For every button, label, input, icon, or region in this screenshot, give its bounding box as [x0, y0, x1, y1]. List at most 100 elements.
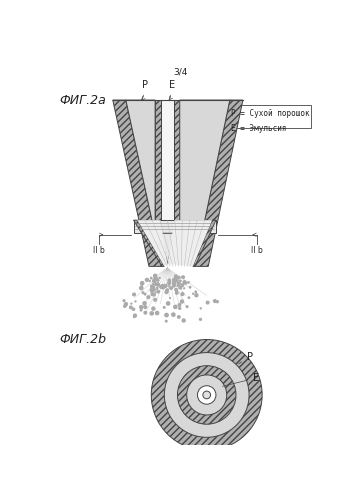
Text: P = Сухой порошок
E = Эмульсия: P = Сухой порошок E = Эмульсия — [231, 108, 310, 133]
Text: ФИГ.2а: ФИГ.2а — [59, 94, 106, 107]
Circle shape — [185, 282, 187, 284]
Circle shape — [162, 286, 164, 289]
Polygon shape — [126, 100, 162, 266]
Circle shape — [133, 314, 136, 317]
Circle shape — [173, 279, 174, 280]
Circle shape — [184, 288, 185, 289]
Circle shape — [150, 289, 154, 292]
Circle shape — [175, 288, 177, 291]
Polygon shape — [174, 100, 180, 220]
Circle shape — [156, 283, 159, 286]
Circle shape — [178, 316, 180, 318]
Circle shape — [149, 280, 150, 281]
Circle shape — [166, 320, 167, 322]
Text: E: E — [169, 80, 175, 90]
Circle shape — [181, 284, 184, 286]
Circle shape — [184, 280, 185, 281]
Circle shape — [214, 300, 216, 302]
Circle shape — [144, 306, 146, 308]
Circle shape — [176, 292, 178, 293]
Circle shape — [152, 280, 156, 282]
Circle shape — [174, 305, 177, 308]
Circle shape — [203, 391, 210, 399]
Circle shape — [156, 288, 158, 289]
Circle shape — [170, 287, 172, 289]
Circle shape — [168, 282, 171, 284]
Circle shape — [164, 352, 249, 438]
Circle shape — [154, 289, 155, 290]
Circle shape — [168, 280, 170, 281]
Circle shape — [151, 340, 262, 450]
Circle shape — [150, 288, 153, 292]
Circle shape — [151, 294, 154, 296]
Polygon shape — [133, 220, 164, 266]
Circle shape — [178, 366, 236, 424]
Circle shape — [182, 276, 184, 278]
Circle shape — [135, 301, 136, 302]
Circle shape — [165, 290, 168, 294]
Text: 3/4: 3/4 — [173, 68, 188, 76]
Circle shape — [187, 375, 227, 415]
Circle shape — [168, 279, 170, 281]
Circle shape — [177, 285, 178, 286]
Circle shape — [152, 286, 154, 288]
Circle shape — [174, 279, 177, 282]
Circle shape — [140, 310, 142, 311]
Circle shape — [146, 278, 148, 280]
Circle shape — [144, 294, 146, 295]
Circle shape — [175, 292, 178, 294]
Circle shape — [175, 290, 177, 292]
Circle shape — [160, 285, 163, 288]
Polygon shape — [180, 100, 230, 266]
Circle shape — [180, 280, 181, 281]
Circle shape — [181, 292, 184, 296]
Polygon shape — [161, 233, 174, 264]
Circle shape — [123, 300, 125, 302]
Circle shape — [154, 275, 156, 278]
Circle shape — [152, 307, 155, 310]
Circle shape — [154, 277, 157, 280]
Circle shape — [178, 276, 180, 278]
Circle shape — [206, 301, 209, 304]
Circle shape — [150, 312, 153, 315]
Circle shape — [178, 304, 181, 306]
Circle shape — [184, 281, 185, 283]
Circle shape — [140, 282, 144, 285]
Circle shape — [188, 282, 189, 283]
Polygon shape — [113, 100, 162, 266]
Circle shape — [166, 289, 168, 292]
Circle shape — [132, 308, 134, 310]
Circle shape — [154, 298, 156, 301]
Circle shape — [183, 281, 185, 283]
Circle shape — [142, 292, 144, 294]
Circle shape — [158, 285, 159, 286]
Circle shape — [179, 286, 182, 289]
Circle shape — [153, 294, 155, 296]
Circle shape — [157, 280, 159, 281]
Bar — [133, 220, 216, 233]
Circle shape — [180, 300, 184, 303]
Text: P: P — [239, 352, 253, 364]
Circle shape — [177, 282, 180, 285]
Circle shape — [124, 305, 126, 308]
Polygon shape — [155, 100, 161, 220]
Circle shape — [182, 319, 185, 322]
Circle shape — [174, 278, 177, 281]
Circle shape — [173, 280, 175, 282]
Circle shape — [140, 306, 143, 308]
Circle shape — [155, 292, 156, 293]
Polygon shape — [161, 100, 174, 220]
Circle shape — [144, 312, 146, 314]
Circle shape — [169, 286, 170, 287]
Circle shape — [145, 278, 148, 281]
Circle shape — [175, 279, 178, 281]
Circle shape — [150, 285, 153, 288]
Circle shape — [188, 297, 190, 298]
Polygon shape — [167, 220, 212, 266]
Polygon shape — [193, 220, 216, 266]
Circle shape — [157, 290, 160, 293]
Circle shape — [163, 286, 164, 287]
Circle shape — [154, 274, 157, 277]
Circle shape — [134, 316, 135, 318]
Circle shape — [164, 284, 167, 287]
